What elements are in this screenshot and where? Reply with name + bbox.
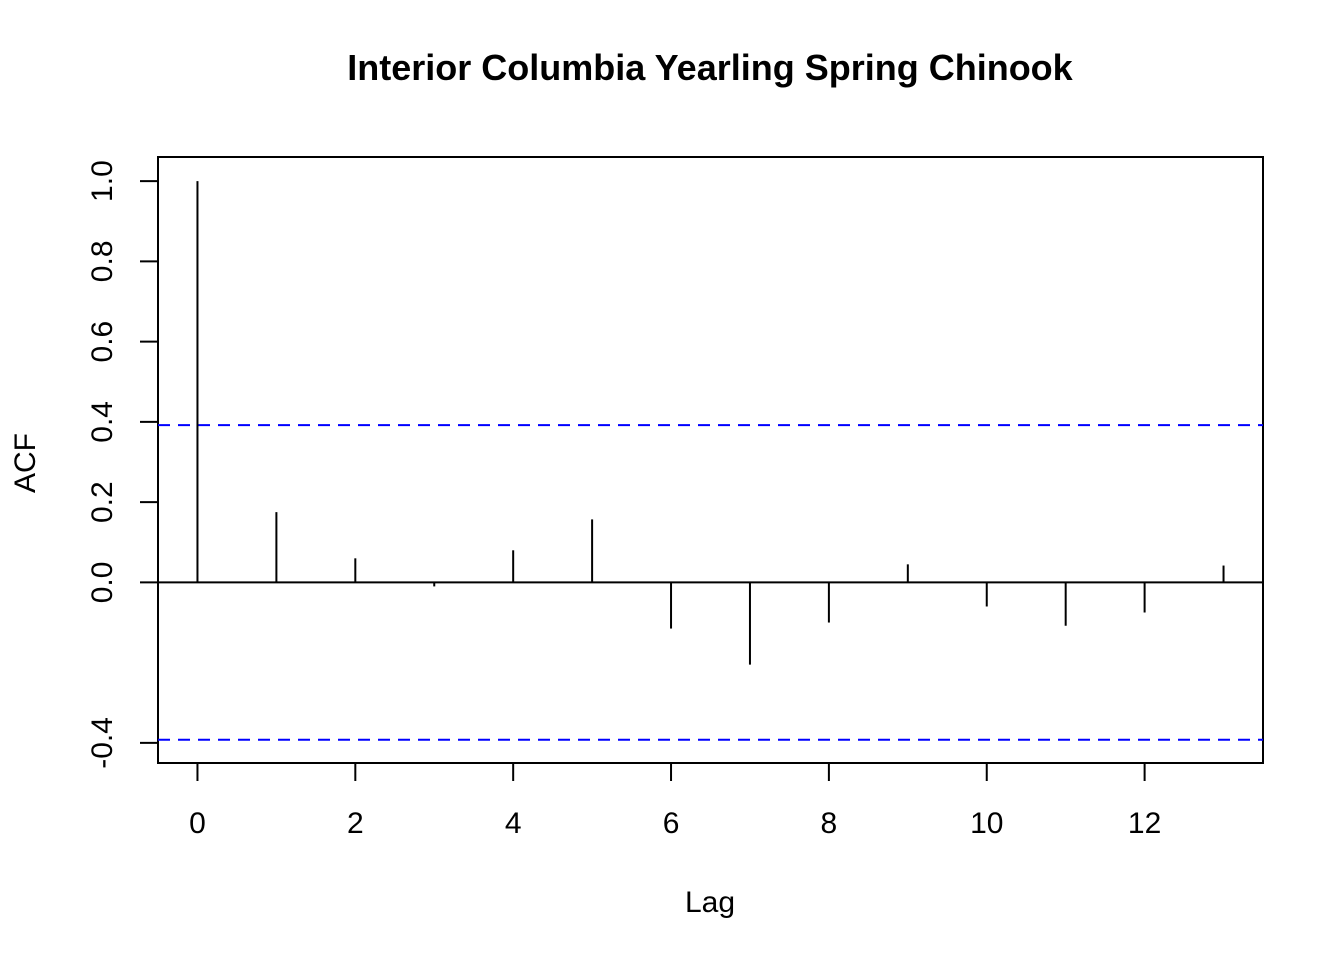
x-tick-label: 0 — [189, 807, 206, 840]
y-tick-label: 0.6 — [86, 321, 119, 363]
y-axis-label: ACF — [9, 433, 42, 493]
plot-area: 0 2 4 6 8 10 12 -0.4 0.0 0.2 0.4 0.6 0.8 1.0 — [86, 156, 1264, 840]
y-tick-label: 1.0 — [86, 160, 119, 202]
y-tick-label: 0.8 — [86, 240, 119, 282]
plot-frame — [157, 156, 1264, 764]
y-tick-label: 0.4 — [86, 401, 119, 443]
chart-title: Interior Columbia Yearling Spring Chinoo… — [347, 47, 1073, 88]
y-tick-label: 0.2 — [86, 481, 119, 523]
x-tick-label: 4 — [505, 807, 522, 840]
x-tick-label: 6 — [663, 807, 680, 840]
x-tick-label: 10 — [970, 807, 1003, 840]
x-axis-label: Lag — [685, 886, 735, 919]
x-tick-label: 2 — [347, 807, 364, 840]
x-tick-label: 8 — [821, 807, 838, 840]
y-tick-label: -0.4 — [86, 717, 119, 769]
y-tick-label: 0.0 — [86, 562, 119, 604]
x-tick-label: 12 — [1128, 807, 1161, 840]
